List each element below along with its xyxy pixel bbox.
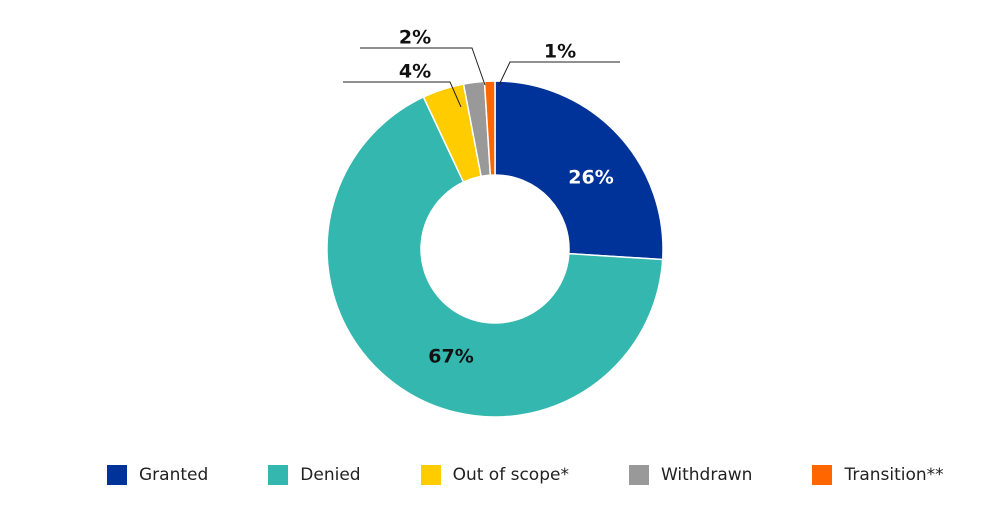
- data-label-transition: 1%: [544, 41, 576, 63]
- legend-label-out-of-scope: Out of scope*: [452, 465, 569, 485]
- legend-item-denied: Denied: [268, 465, 361, 485]
- legend-swatch-out-of-scope: [420, 465, 441, 485]
- slice-denied: [326, 95, 664, 418]
- legend: Granted Denied Out of scope* Withdrawn T…: [107, 463, 944, 487]
- legend-swatch-denied: [268, 465, 289, 485]
- data-label-withdrawn: 2%: [399, 27, 431, 49]
- legend-label-granted: Granted: [139, 465, 209, 485]
- legend-item-out-of-scope: Out of scope*: [420, 465, 569, 485]
- legend-swatch-withdrawn: [628, 465, 649, 485]
- data-label-out-of-scope: 4%: [399, 61, 431, 83]
- legend-item-granted: Granted: [107, 465, 208, 485]
- leader-line-transition: [498, 61, 620, 86]
- legend-label-withdrawn: Withdrawn: [660, 465, 753, 485]
- slice-transition: [483, 80, 496, 176]
- legend-swatch-granted: [107, 465, 127, 485]
- legend-swatch-transition: [812, 465, 833, 485]
- legend-item-transition: Transition**: [812, 465, 944, 485]
- leader-line-withdrawn: [360, 47, 486, 86]
- slice-granted: [494, 80, 664, 261]
- data-label-granted: 26%: [568, 167, 613, 189]
- data-label-denied: 67%: [428, 346, 473, 368]
- leader-line-out-of-scope: [343, 81, 462, 108]
- legend-label-transition: Transition**: [844, 465, 944, 485]
- donut-chart: 26% 67% 4% 2% 1%: [326, 27, 664, 418]
- legend-item-withdrawn: Withdrawn: [628, 465, 753, 485]
- legend-label-denied: Denied: [300, 465, 361, 485]
